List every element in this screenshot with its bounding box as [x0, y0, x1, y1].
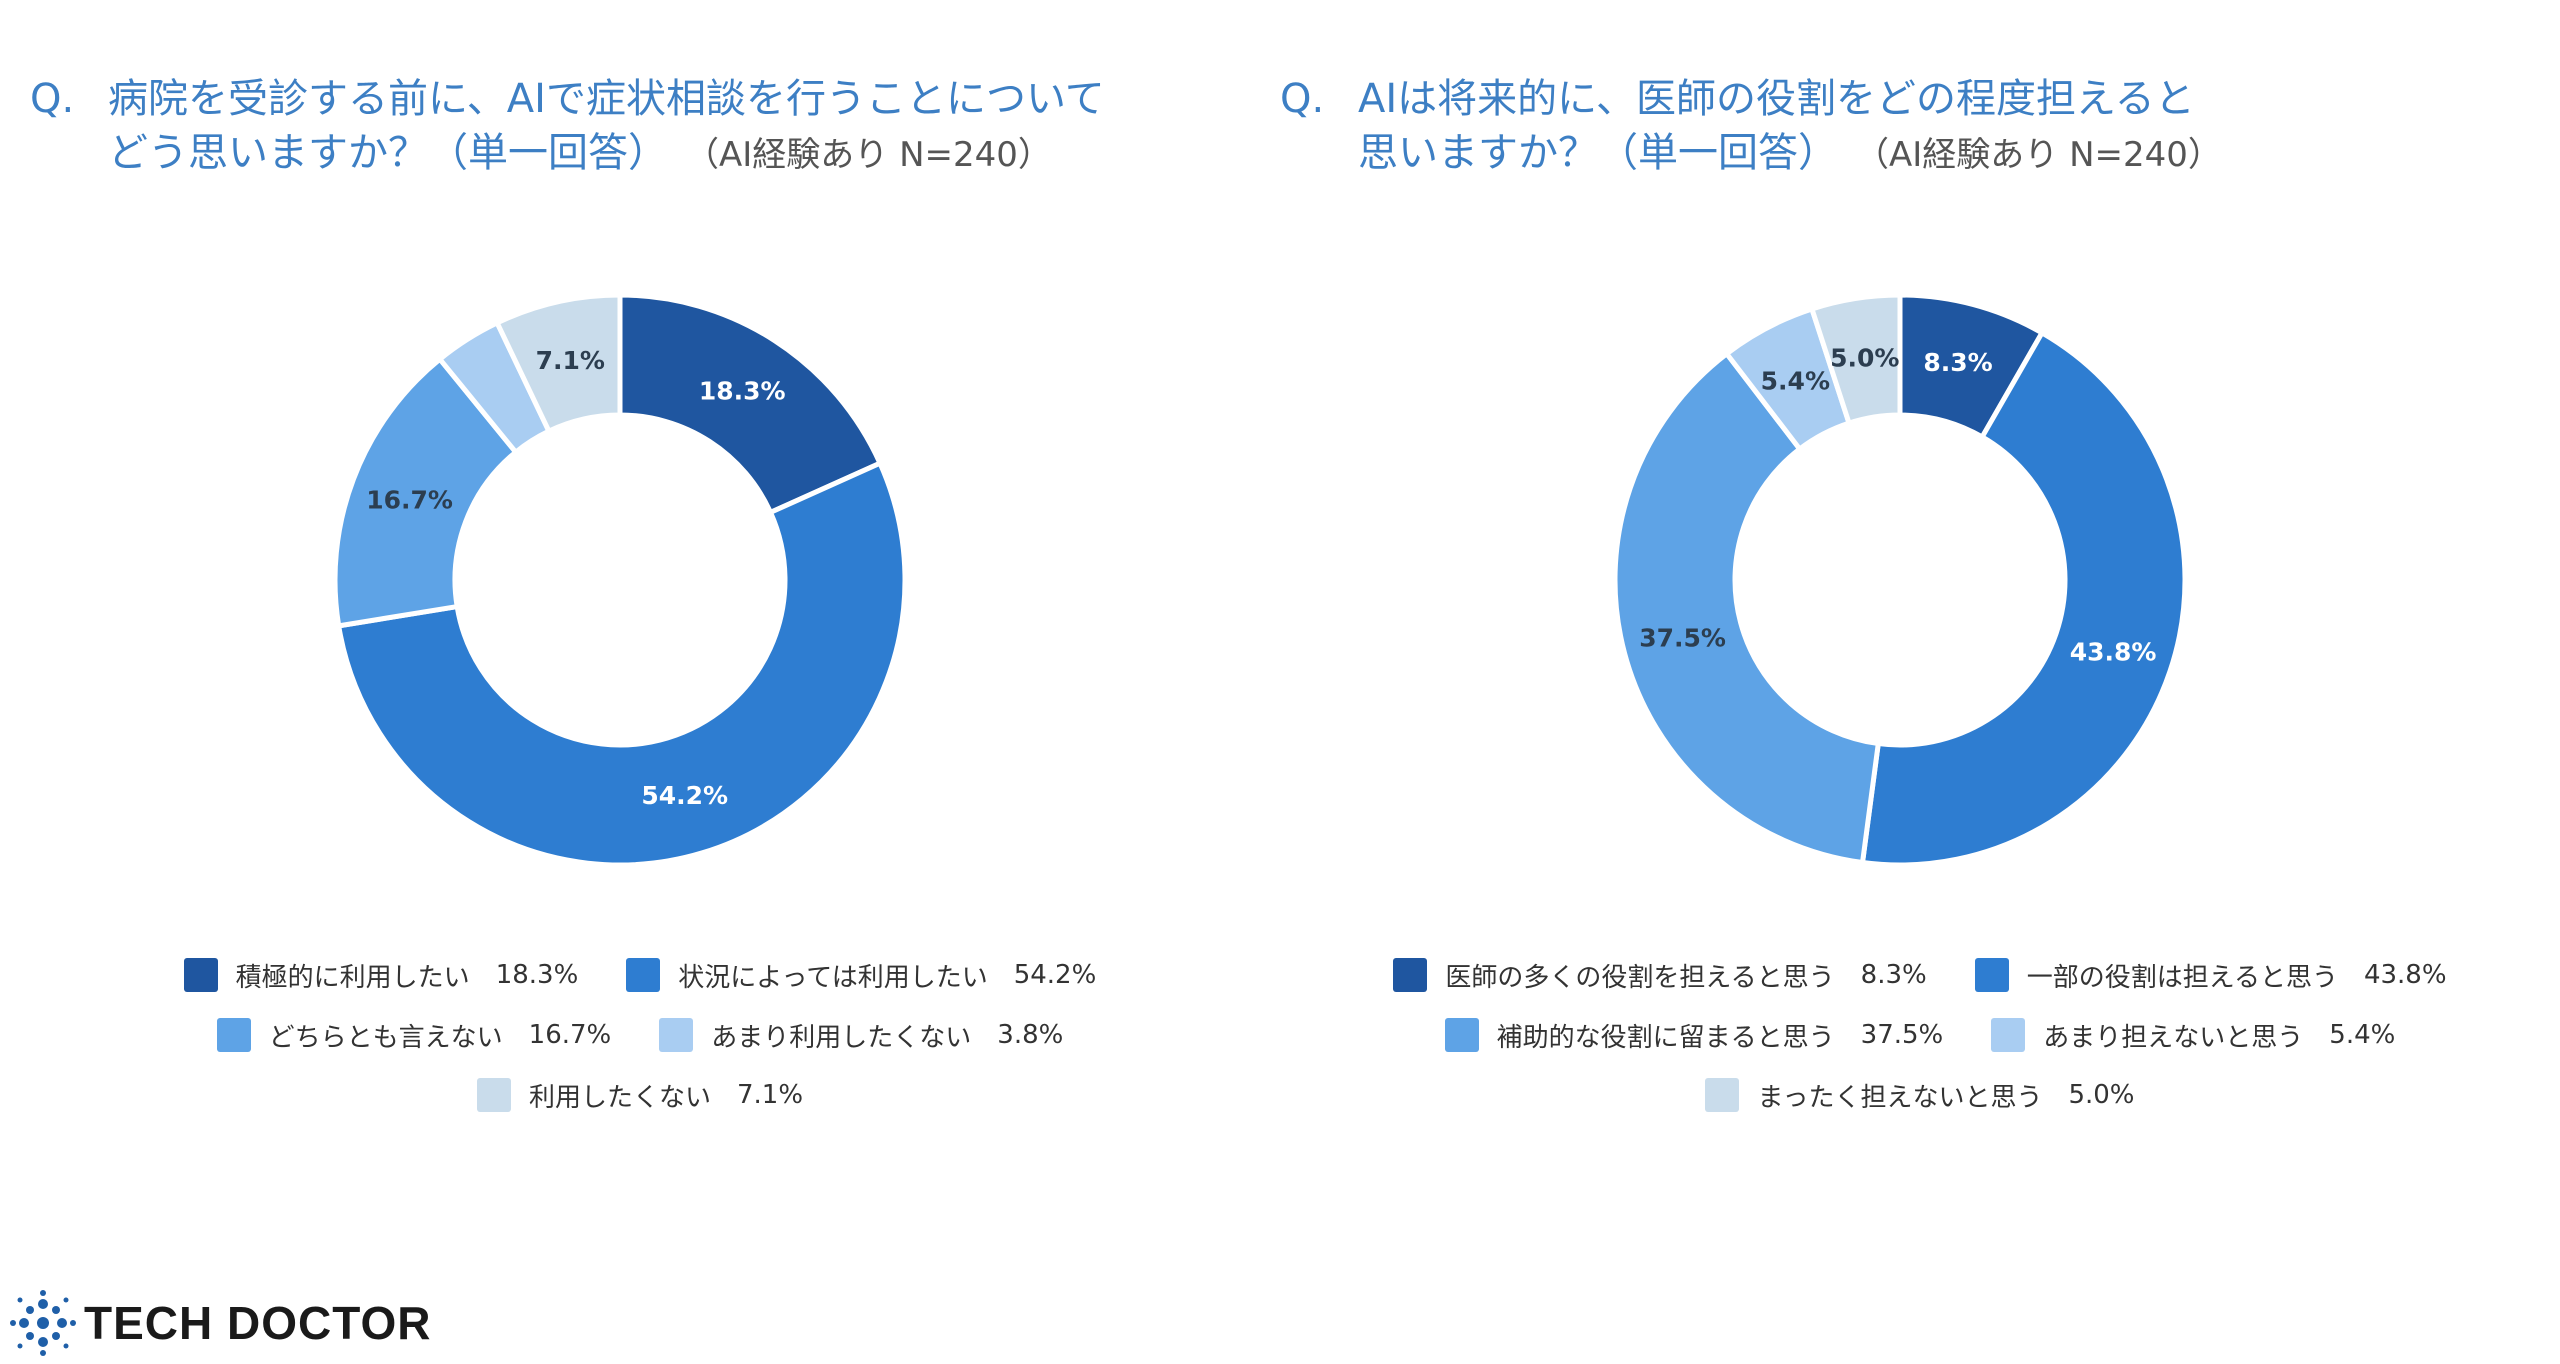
legend-label: 医師の多くの役割を担えると思う [1445, 962, 1835, 993]
legend-row: 利用したくない 7.1% [0, 1065, 1280, 1125]
donut-slice [1859, 329, 2188, 868]
legend-value: 16.7% [528, 1020, 612, 1050]
question-prefix: Q. [30, 76, 75, 122]
legend-value: 54.2% [1013, 960, 1097, 990]
brand-logo: TECH DOCTOR [10, 1290, 432, 1356]
legend-swatch [1991, 1018, 2026, 1052]
legend-value: 7.1% [736, 1080, 804, 1110]
chart-panel-1: Q. 病院を受診する前に、AIで症状相談を行うことについて どう思いますか？（単一… [0, 0, 1280, 1250]
legend-item: 一部の役割は担えると思う 43.8% [1974, 957, 2447, 994]
legend-item: 利用したくない 7.1% [476, 1077, 804, 1114]
slice-label: 7.1% [536, 346, 605, 375]
donut-slice [1808, 292, 1903, 427]
legend-label: あまり利用したくない [711, 1022, 972, 1053]
legend-row: 積極的に利用したい 18.3% 状況によっては利用したい 54.2% [0, 945, 1280, 1005]
legend-value: 5.4% [2329, 1020, 2396, 1050]
chart-title: Q. 病院を受診する前に、AIで症状相談を行うことについて どう思いますか？（単一… [30, 72, 1270, 182]
legend-row: まったく担えないと思う 5.0% [1280, 1065, 2560, 1125]
legend-value: 3.8% [997, 1020, 1064, 1050]
legend-label: 状況によっては利用したい [678, 962, 988, 993]
molecule-dots-icon [10, 1290, 76, 1356]
legend-item: どちらとも言えない 16.7% [216, 1017, 612, 1054]
chart-panel-2: Q. AIは将来的に、医師の役割をどの程度担えると 思いますか？（単一回答） （AI… [1280, 0, 2560, 1250]
donut-slice [493, 292, 623, 435]
title-line-1: 病院を受診する前に、AIで症状相談を行うことについて [108, 76, 1105, 122]
legend-row: 補助的な役割に留まると思う 37.5% あまり担えないと思う 5.4% [1280, 1005, 2560, 1065]
chart-legend: 積極的に利用したい 18.3% 状況によっては利用したい 54.2% どちらとも言えない… [0, 945, 1280, 1125]
legend-value: 37.5% [1860, 1020, 1944, 1050]
sample-note: （AI経験あり N=240） [1872, 135, 2222, 175]
slice-label: 54.2% [641, 781, 728, 810]
slice-label: 8.3% [1923, 348, 1992, 377]
legend-label: 補助的な役割に留まると思う [1496, 1022, 1835, 1053]
question-prefix: Q. [1280, 76, 1325, 122]
legend-item: まったく担えないと思う 5.0% [1705, 1077, 2135, 1114]
legend-swatch [1444, 1018, 1479, 1052]
slice-label: 5.0% [1830, 343, 1899, 372]
slice-label: 5.4% [1761, 366, 1830, 395]
legend-value: 18.3% [495, 960, 579, 990]
legend-swatch [183, 958, 218, 992]
donut-slice [1612, 350, 1882, 866]
donut-slice [617, 292, 884, 516]
legend-label: あまり担えないと思う [2043, 1022, 2304, 1053]
legend-swatch [659, 1018, 694, 1052]
legend-label: まったく担えないと思う [1757, 1082, 2043, 1113]
legend-label: 利用したくない [528, 1082, 711, 1113]
donut-slice [332, 355, 520, 629]
title-line-2: 思いますか？（単一回答） [1358, 130, 1838, 176]
brand-name: TECH DOCTOR [84, 1297, 432, 1349]
legend-label: 積極的に利用したい [235, 962, 470, 993]
legend-row: どちらとも言えない 16.7% あまり利用したくない 3.8% [0, 1005, 1280, 1065]
title-line-1: AIは将来的に、医師の役割をどの程度担えると [1358, 76, 2195, 122]
title-line-2: どう思いますか？（単一回答） [108, 130, 668, 176]
slice-label: 43.8% [2070, 638, 2157, 667]
slice-label: 37.5% [1639, 624, 1726, 653]
slice-label: 18.3% [699, 377, 786, 406]
slice-label: 16.7% [366, 486, 453, 515]
chart-title: Q. AIは将来的に、医師の役割をどの程度担えると 思いますか？（単一回答） （AI… [1280, 72, 2520, 182]
legend-label: どちらとも言えない [268, 1022, 503, 1053]
legend-item: 積極的に利用したい 18.3% [183, 957, 579, 994]
legend-swatch [1974, 958, 2009, 992]
legend-swatch [476, 1078, 511, 1112]
sample-note: （AI経験あり N=240） [702, 135, 1052, 175]
legend-label: 一部の役割は担えると思う [2026, 962, 2338, 993]
legend-swatch [216, 1018, 251, 1052]
legend-row: 医師の多くの役割を担えると思う 8.3% 一部の役割は担えると思う 43.8% [1280, 945, 2560, 1005]
legend-value: 8.3% [1860, 960, 1927, 990]
donut-chart: 8.3% 43.8% 37.5% 5.4%5.0% [1612, 292, 2188, 868]
legend-swatch [1705, 1078, 1740, 1112]
chart-legend: 医師の多くの役割を担えると思う 8.3% 一部の役割は担えると思う 43.8% 補助的な… [1280, 945, 2560, 1125]
donut-chart: 18.3% 54.2% 16.7% 7.1% [332, 292, 908, 868]
legend-item: あまり担えないと思う 5.4% [1991, 1017, 2395, 1054]
legend-item: あまり利用したくない 3.8% [659, 1017, 1063, 1054]
legend-swatch [626, 958, 661, 992]
legend-swatch [1393, 958, 1428, 992]
legend-item: 状況によっては利用したい 54.2% [626, 957, 1096, 994]
legend-item: 医師の多くの役割を担えると思う 8.3% [1393, 957, 1927, 994]
legend-value: 5.0% [2068, 1080, 2135, 1110]
legend-item: 補助的な役割に留まると思う 37.5% [1444, 1017, 1944, 1054]
donut-slice [335, 459, 908, 868]
legend-value: 43.8% [2363, 960, 2447, 990]
